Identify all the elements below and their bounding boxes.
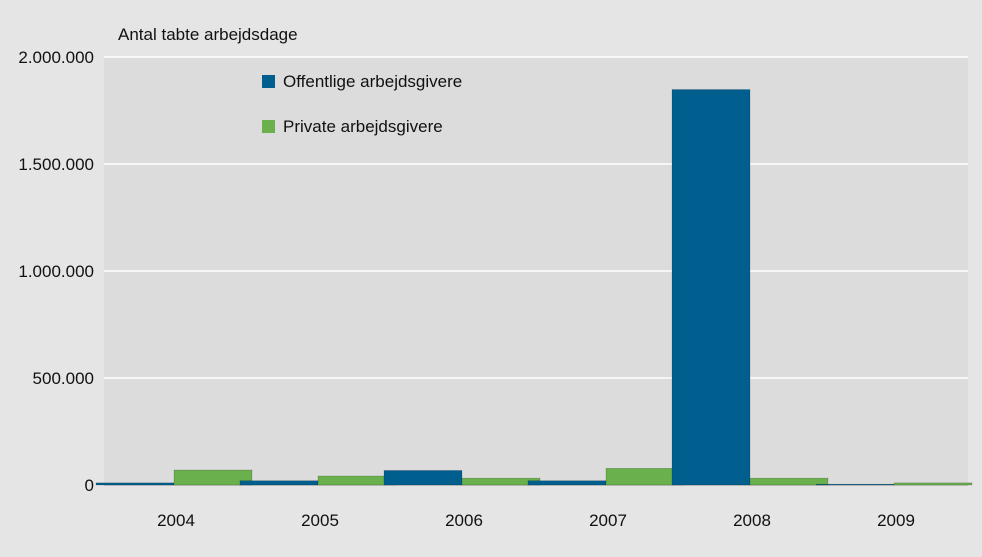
legend-entry: Private arbejdsgivere	[283, 117, 443, 136]
bar-private	[173, 469, 253, 486]
y-tick-label: 500.000	[33, 369, 94, 388]
legend-swatch	[262, 120, 275, 133]
legend-entry: Offentlige arbejdsgivere	[283, 72, 462, 91]
bar-offentlige	[383, 470, 463, 486]
bar-offentlige	[239, 480, 319, 486]
bars	[95, 89, 973, 486]
y-tick-label: 0	[85, 476, 94, 495]
y-tick-label: 2.000.000	[18, 48, 94, 67]
bar-private	[749, 477, 829, 486]
x-tick-label: 2008	[733, 511, 771, 530]
bar-offentlige	[671, 89, 751, 486]
x-tick-label: 2006	[445, 511, 483, 530]
x-axis-ticks: 2004 2005 2006 2007 2008 2009	[157, 511, 915, 530]
y-axis-title: Antal tabte arbejdsdage	[118, 25, 298, 44]
x-tick-label: 2005	[301, 511, 339, 530]
y-tick-label: 1.000.000	[18, 262, 94, 281]
bar-private	[893, 482, 973, 486]
y-axis-ticks: 0 500.000 1.000.000 1.500.000 2.000.000	[18, 48, 94, 495]
bar-offentlige	[527, 480, 607, 486]
x-tick-label: 2009	[877, 511, 915, 530]
bar-offentlige	[95, 482, 175, 486]
gridlines	[104, 56, 968, 486]
x-tick-label: 2007	[589, 511, 627, 530]
x-tick-label: 2004	[157, 511, 195, 530]
y-tick-label: 1.500.000	[18, 155, 94, 174]
bar-offentlige	[815, 483, 895, 486]
legend-swatch	[262, 75, 275, 88]
legend: Offentlige arbejdsgivere Private arbejdsg…	[262, 72, 462, 136]
